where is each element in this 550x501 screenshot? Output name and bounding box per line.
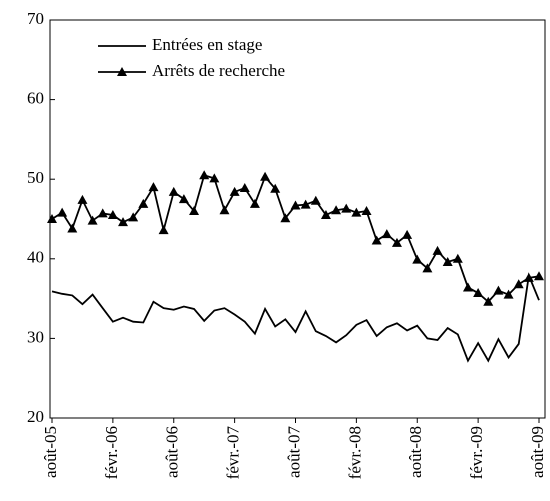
x-tick-label: août-06 bbox=[163, 426, 182, 478]
point-marker bbox=[534, 271, 544, 281]
legend-label: Entrées en stage bbox=[152, 35, 262, 54]
point-marker bbox=[260, 171, 271, 181]
point-marker bbox=[473, 288, 484, 298]
point-marker bbox=[493, 285, 504, 295]
x-tick-label: août-07 bbox=[284, 426, 303, 478]
point-marker bbox=[391, 237, 402, 247]
point-marker bbox=[331, 205, 342, 215]
point-marker bbox=[57, 207, 68, 217]
series-line bbox=[51, 272, 540, 363]
x-tick-label: févr.-08 bbox=[345, 426, 364, 479]
point-marker bbox=[229, 186, 240, 196]
point-marker bbox=[128, 212, 139, 222]
y-tick-label: 60 bbox=[27, 89, 44, 108]
point-marker bbox=[158, 225, 169, 235]
point-marker bbox=[77, 194, 88, 204]
point-marker bbox=[523, 272, 534, 282]
point-marker bbox=[462, 282, 473, 292]
point-marker bbox=[361, 206, 372, 216]
point-marker bbox=[320, 210, 331, 220]
legend-marker bbox=[117, 67, 127, 76]
point-marker bbox=[199, 170, 210, 180]
point-marker bbox=[189, 206, 200, 216]
y-tick-label: 20 bbox=[27, 407, 44, 426]
point-marker bbox=[107, 210, 118, 220]
point-marker bbox=[178, 194, 189, 204]
point-marker bbox=[290, 200, 301, 210]
point-marker bbox=[219, 205, 230, 215]
point-marker bbox=[67, 223, 78, 233]
point-marker bbox=[148, 182, 159, 192]
x-tick-label: août-08 bbox=[406, 426, 425, 478]
point-marker bbox=[412, 254, 423, 264]
point-marker bbox=[87, 215, 98, 225]
point-marker bbox=[381, 229, 392, 239]
y-tick-label: 70 bbox=[27, 9, 44, 28]
point-marker bbox=[280, 213, 291, 223]
point-marker bbox=[402, 229, 413, 239]
point-marker bbox=[341, 203, 352, 213]
point-marker bbox=[351, 207, 362, 217]
legend-label: Arrêts de recherche bbox=[152, 61, 285, 80]
x-tick-label: août-09 bbox=[528, 426, 547, 478]
y-tick-label: 50 bbox=[27, 168, 44, 187]
point-marker bbox=[310, 195, 321, 205]
x-tick-label: févr.-07 bbox=[224, 426, 243, 480]
x-tick-label: août-05 bbox=[41, 426, 60, 478]
plot-frame bbox=[49, 19, 546, 419]
point-marker bbox=[118, 217, 129, 227]
point-marker bbox=[432, 245, 443, 255]
point-marker bbox=[452, 253, 463, 263]
y-tick-label: 40 bbox=[27, 248, 44, 267]
point-marker bbox=[97, 208, 108, 218]
series-line bbox=[51, 174, 540, 304]
x-tick-label: févr.-06 bbox=[102, 426, 121, 479]
point-marker bbox=[422, 263, 433, 273]
point-marker bbox=[249, 198, 260, 208]
point-marker bbox=[513, 279, 524, 289]
point-marker bbox=[442, 256, 453, 266]
point-marker bbox=[270, 183, 281, 193]
point-marker bbox=[483, 296, 494, 306]
point-marker bbox=[239, 182, 250, 192]
point-marker bbox=[300, 199, 311, 209]
point-marker bbox=[371, 235, 382, 245]
point-marker bbox=[168, 186, 179, 196]
y-tick-label: 30 bbox=[27, 327, 44, 346]
x-tick-label: févr.-09 bbox=[467, 426, 486, 479]
point-marker bbox=[503, 289, 514, 299]
point-marker bbox=[47, 214, 57, 223]
point-marker bbox=[138, 198, 149, 208]
point-marker bbox=[209, 173, 220, 183]
